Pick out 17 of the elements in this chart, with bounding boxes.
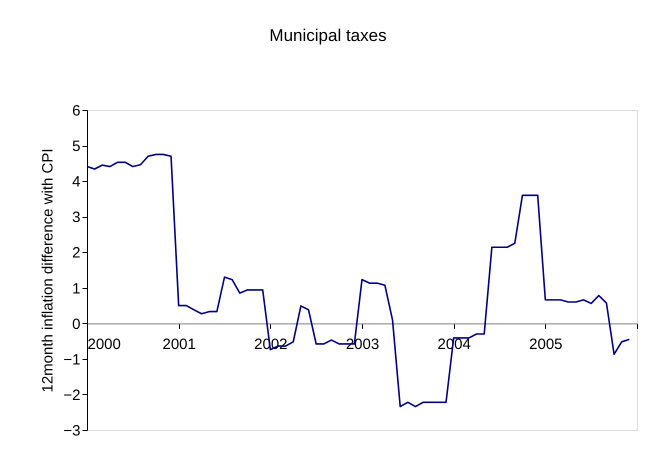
- y-tick-label: −2: [63, 386, 80, 404]
- x-tick-label: 2000: [88, 336, 121, 353]
- y-tick-label: 2: [72, 244, 80, 262]
- x-tick-label: 2001: [162, 336, 196, 353]
- x-tick-label: 2005: [529, 336, 563, 353]
- y-tick-label: −1: [63, 351, 80, 368]
- y-tick-label: 3: [72, 209, 80, 226]
- y-axis-title: 12month inflation difference with CPI: [39, 148, 56, 393]
- y-tick-label: 4: [72, 174, 80, 191]
- chart-title: Municipal taxes: [269, 26, 387, 45]
- y-tick-label: 0: [72, 316, 80, 333]
- y-tick-label: 6: [72, 102, 80, 120]
- y-tick-label: 5: [72, 138, 80, 156]
- y-tick-label: 1: [72, 280, 80, 298]
- x-tick-label: 2003: [346, 336, 380, 353]
- y-tick-label: −3: [63, 422, 80, 440]
- line-series: [86, 154, 630, 408]
